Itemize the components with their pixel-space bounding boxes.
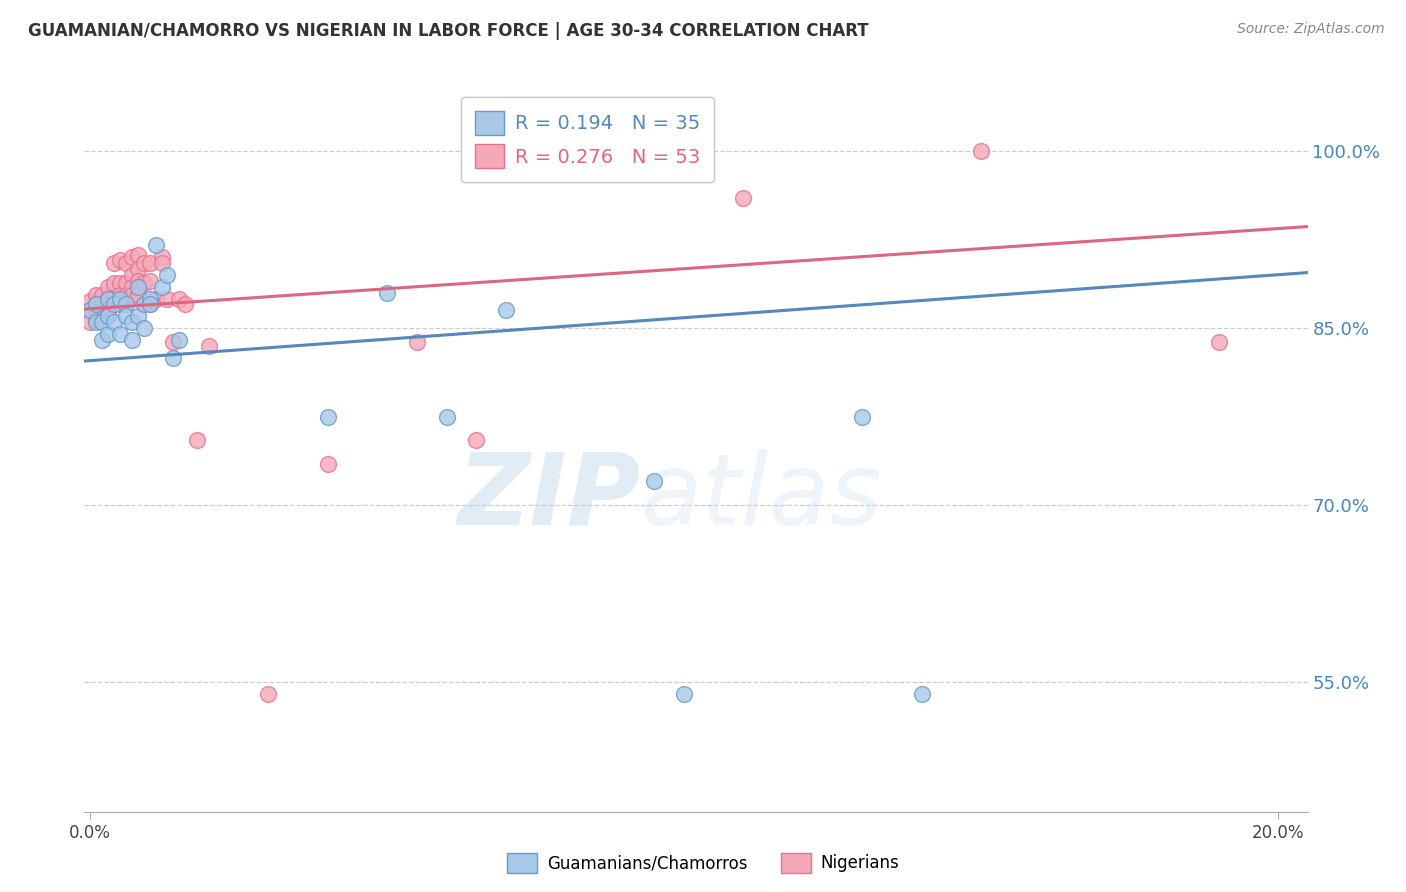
Point	[103, 315, 125, 329]
Point	[97, 279, 120, 293]
Point	[91, 297, 114, 311]
Point	[643, 475, 665, 489]
Point	[132, 256, 155, 270]
Point	[84, 288, 107, 302]
Point	[156, 268, 179, 282]
Point	[138, 292, 160, 306]
Point	[108, 292, 131, 306]
Point	[97, 310, 120, 324]
Point	[115, 256, 138, 270]
Point	[162, 351, 184, 365]
Point	[910, 687, 932, 701]
Point	[127, 274, 149, 288]
Point	[127, 310, 149, 324]
Point	[97, 297, 120, 311]
Point	[851, 409, 873, 424]
Point	[733, 191, 755, 205]
Point	[103, 276, 125, 290]
Point	[84, 315, 107, 329]
Point	[145, 292, 167, 306]
Point	[132, 297, 155, 311]
Point	[121, 268, 143, 282]
Point	[316, 409, 339, 424]
Point	[156, 292, 179, 306]
Point	[138, 297, 160, 311]
Point	[970, 144, 993, 158]
Point	[436, 409, 458, 424]
Point	[465, 433, 488, 447]
Point	[169, 292, 191, 306]
Point	[257, 687, 280, 701]
Legend: Guamanians/Chamorros, Nigerians: Guamanians/Chamorros, Nigerians	[501, 847, 905, 880]
Point	[84, 303, 107, 318]
Point	[97, 292, 120, 306]
Point	[138, 274, 160, 288]
Point	[103, 256, 125, 270]
Point	[121, 315, 143, 329]
Point	[115, 288, 138, 302]
Point	[91, 307, 114, 321]
Point	[1208, 335, 1230, 350]
Point	[169, 333, 191, 347]
Point	[127, 288, 149, 302]
Point	[79, 293, 101, 308]
Point	[108, 326, 131, 341]
Point	[91, 333, 114, 347]
Point	[145, 238, 167, 252]
Point	[79, 303, 101, 318]
Point	[79, 303, 101, 318]
Point	[115, 297, 138, 311]
Point	[108, 252, 131, 267]
Point	[495, 303, 517, 318]
Point	[84, 297, 107, 311]
Point	[174, 297, 197, 311]
Point	[127, 262, 149, 277]
Point	[108, 297, 131, 311]
Point	[150, 250, 173, 264]
Point	[91, 288, 114, 302]
Point	[108, 288, 131, 302]
Point	[79, 315, 101, 329]
Text: Source: ZipAtlas.com: Source: ZipAtlas.com	[1237, 22, 1385, 37]
Point	[132, 321, 155, 335]
Point	[375, 285, 398, 300]
Point	[162, 335, 184, 350]
Point	[121, 333, 143, 347]
Text: ZIP: ZIP	[458, 449, 641, 546]
Point	[115, 276, 138, 290]
Point	[150, 256, 173, 270]
Point	[673, 687, 696, 701]
Text: atlas: atlas	[641, 449, 883, 546]
Point	[97, 292, 120, 306]
Point	[316, 457, 339, 471]
Point	[121, 279, 143, 293]
Point	[186, 433, 208, 447]
Point	[103, 292, 125, 306]
Point	[121, 250, 143, 264]
Point	[97, 307, 120, 321]
Point	[84, 297, 107, 311]
Point	[121, 288, 143, 302]
Legend: R = 0.194   N = 35, R = 0.276   N = 53: R = 0.194 N = 35, R = 0.276 N = 53	[461, 97, 714, 182]
Point	[406, 335, 429, 350]
Point	[84, 311, 107, 326]
Point	[127, 248, 149, 262]
Point	[150, 279, 173, 293]
Point	[127, 279, 149, 293]
Text: GUAMANIAN/CHAMORRO VS NIGERIAN IN LABOR FORCE | AGE 30-34 CORRELATION CHART: GUAMANIAN/CHAMORRO VS NIGERIAN IN LABOR …	[28, 22, 869, 40]
Point	[115, 310, 138, 324]
Point	[138, 256, 160, 270]
Point	[132, 276, 155, 290]
Point	[198, 339, 221, 353]
Point	[103, 297, 125, 311]
Point	[138, 297, 160, 311]
Point	[91, 315, 114, 329]
Point	[97, 326, 120, 341]
Point	[108, 276, 131, 290]
